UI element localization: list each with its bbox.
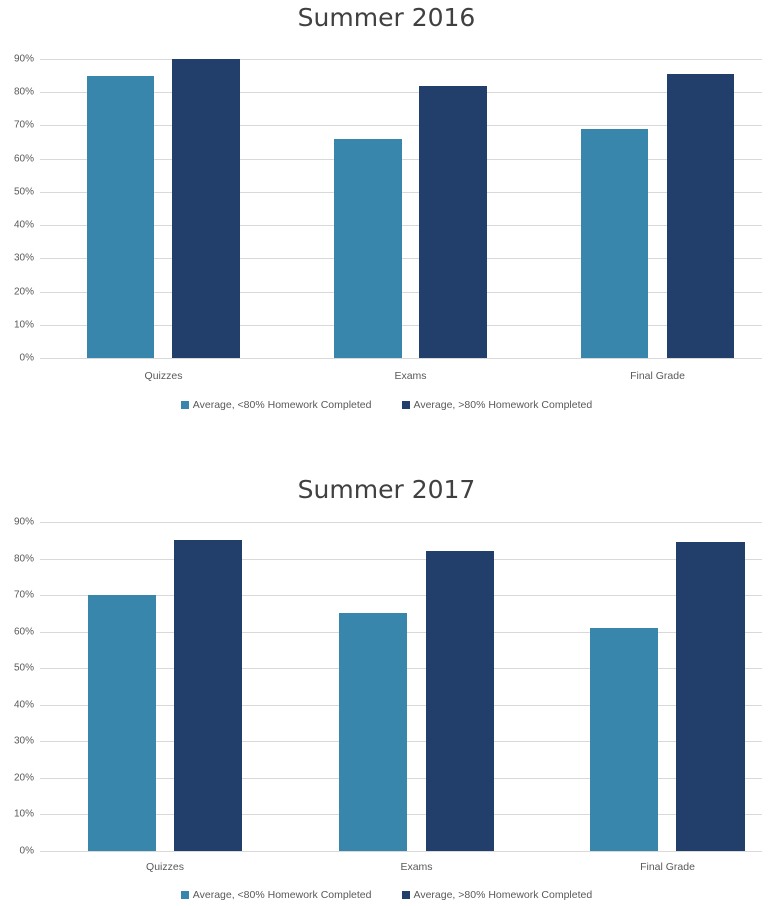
y-tick-label: 50% (13, 662, 34, 674)
gridline (40, 558, 762, 560)
y-tick-label: 50% (13, 186, 34, 198)
gridline (40, 522, 762, 523)
bar-final-grade-series-0 (590, 628, 658, 851)
x-category-label: Exams (400, 861, 433, 873)
legend-item-high-homework: Average, >80% Homework Completed (401, 399, 593, 411)
y-tick-label: 80% (13, 553, 34, 565)
y-tick-label: 20% (13, 772, 34, 784)
bar-final-grade-series-1 (676, 541, 745, 851)
y-tick-label: 10% (13, 808, 34, 820)
chart-title: Summer 2016 (297, 3, 476, 32)
y-tick-label: 60% (13, 153, 34, 165)
chart-summer-2016: Summer 2016 0% 10% 20% 30% 40% 50% 60% 70% 80% 90… (0, 0, 773, 430)
gridline (40, 92, 762, 94)
legend-label: Average, >80% Homework Completed (413, 399, 593, 411)
bar-exams-series-0 (339, 613, 407, 851)
y-tick-label: 0% (19, 352, 34, 364)
y-tick-label: 10% (13, 319, 34, 331)
x-category-label: Final Grade (640, 861, 695, 873)
y-tick-label: 90% (13, 516, 34, 528)
legend-swatch-icon (401, 891, 410, 899)
gridline (40, 125, 762, 127)
bar-quizzes-series-0 (87, 75, 154, 358)
y-tick-label: 30% (13, 735, 34, 747)
y-tick-label: 40% (13, 699, 34, 711)
legend-swatch-icon (180, 401, 189, 409)
bar-quizzes-series-0 (88, 595, 156, 851)
y-tick-label: 70% (13, 119, 34, 131)
plot-area (40, 522, 762, 852)
legend-item-low-homework: Average, <80% Homework Completed (180, 889, 372, 901)
legend: Average, <80% Homework Completed Average… (0, 889, 773, 901)
legend-swatch-icon (180, 891, 189, 899)
y-tick-label: 30% (13, 252, 34, 264)
y-tick-label: 0% (19, 845, 34, 857)
bar-quizzes-series-1 (174, 540, 242, 851)
legend-label: Average, <80% Homework Completed (192, 399, 372, 411)
x-category-label: Final Grade (630, 370, 685, 382)
y-tick-label: 40% (13, 219, 34, 231)
legend-item-low-homework: Average, <80% Homework Completed (180, 399, 372, 411)
y-tick-label: 20% (13, 286, 34, 298)
x-category-label: Exams (394, 370, 427, 382)
bar-exams-series-1 (426, 551, 494, 851)
bar-quizzes-series-1 (172, 59, 240, 358)
legend-label: Average, <80% Homework Completed (192, 889, 372, 901)
x-category-label: Quizzes (144, 370, 183, 382)
x-category-label: Quizzes (146, 861, 184, 873)
legend-label: Average, >80% Homework Completed (413, 889, 593, 901)
plot-area (40, 59, 762, 359)
legend-swatch-icon (401, 401, 410, 409)
legend: Average, <80% Homework Completed Average… (0, 399, 773, 411)
gridline (40, 59, 762, 60)
gridline (40, 595, 762, 597)
gridline (40, 358, 762, 359)
bar-exams-series-1 (419, 85, 487, 358)
bar-final-grade-series-0 (581, 128, 648, 358)
gridline (40, 851, 762, 852)
bar-exams-series-0 (334, 138, 402, 358)
chart-title: Summer 2017 (297, 475, 476, 504)
bar-final-grade-series-1 (667, 73, 734, 358)
y-tick-label: 60% (13, 626, 34, 638)
legend-item-high-homework: Average, >80% Homework Completed (401, 889, 593, 901)
y-tick-label: 80% (13, 86, 34, 98)
y-tick-label: 90% (13, 53, 34, 65)
y-tick-label: 70% (13, 589, 34, 601)
